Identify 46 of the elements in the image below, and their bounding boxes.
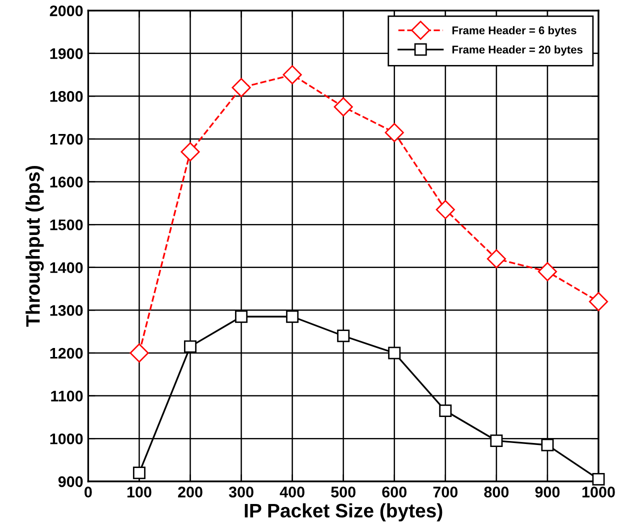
x-tick-label: 1000 xyxy=(582,486,615,498)
x-tick-label: 500 xyxy=(331,486,356,498)
point xyxy=(232,78,251,98)
y-tick-label: 1600 xyxy=(50,176,83,188)
legend-label: Frame Header = 6 bytes xyxy=(452,26,576,36)
x-tick-label: 200 xyxy=(178,486,202,498)
x-tick-label: 100 xyxy=(127,486,152,498)
y-tick-label: 1400 xyxy=(50,262,83,274)
y-tick-label: 1900 xyxy=(50,48,83,60)
y-tick-label: 1800 xyxy=(50,91,83,102)
point xyxy=(588,292,608,312)
y-tick-label: 1000 xyxy=(50,433,83,444)
point xyxy=(541,438,554,452)
y-tick-label: 1700 xyxy=(50,134,83,145)
point xyxy=(235,310,248,323)
point xyxy=(282,65,302,84)
y-tick-label: 1200 xyxy=(50,348,83,359)
point xyxy=(439,404,452,418)
x-tick-label: 800 xyxy=(484,486,509,498)
point xyxy=(592,473,605,486)
point xyxy=(490,434,503,447)
point xyxy=(130,343,149,363)
x-tick-label: 300 xyxy=(228,486,254,498)
y-tick-label: 2000 xyxy=(50,5,83,16)
point xyxy=(388,346,401,360)
point xyxy=(180,142,200,162)
point xyxy=(538,262,558,282)
point xyxy=(384,123,404,142)
legend-label: Frame Header = 20 bytes xyxy=(452,45,582,56)
y-tick-label: 1300 xyxy=(50,305,83,316)
x-tick-label: 600 xyxy=(382,486,406,498)
y-tick-label: 900 xyxy=(58,476,83,488)
x-tick-label: 700 xyxy=(433,486,458,498)
x-tick-label: 0 xyxy=(84,486,92,498)
y-tick-label: 1100 xyxy=(51,390,83,402)
y-axis-title: Throughput (bps) xyxy=(26,166,44,327)
point xyxy=(334,97,353,116)
x-tick-label: 400 xyxy=(280,486,304,498)
x-tick-label: 900 xyxy=(535,486,560,498)
point xyxy=(486,249,506,268)
point xyxy=(286,310,299,323)
point xyxy=(184,340,197,353)
point xyxy=(337,330,350,342)
point xyxy=(436,200,455,220)
y-tick-label: 1500 xyxy=(50,219,83,230)
x-axis-title: IP Packet Size (bytes) xyxy=(244,503,442,522)
